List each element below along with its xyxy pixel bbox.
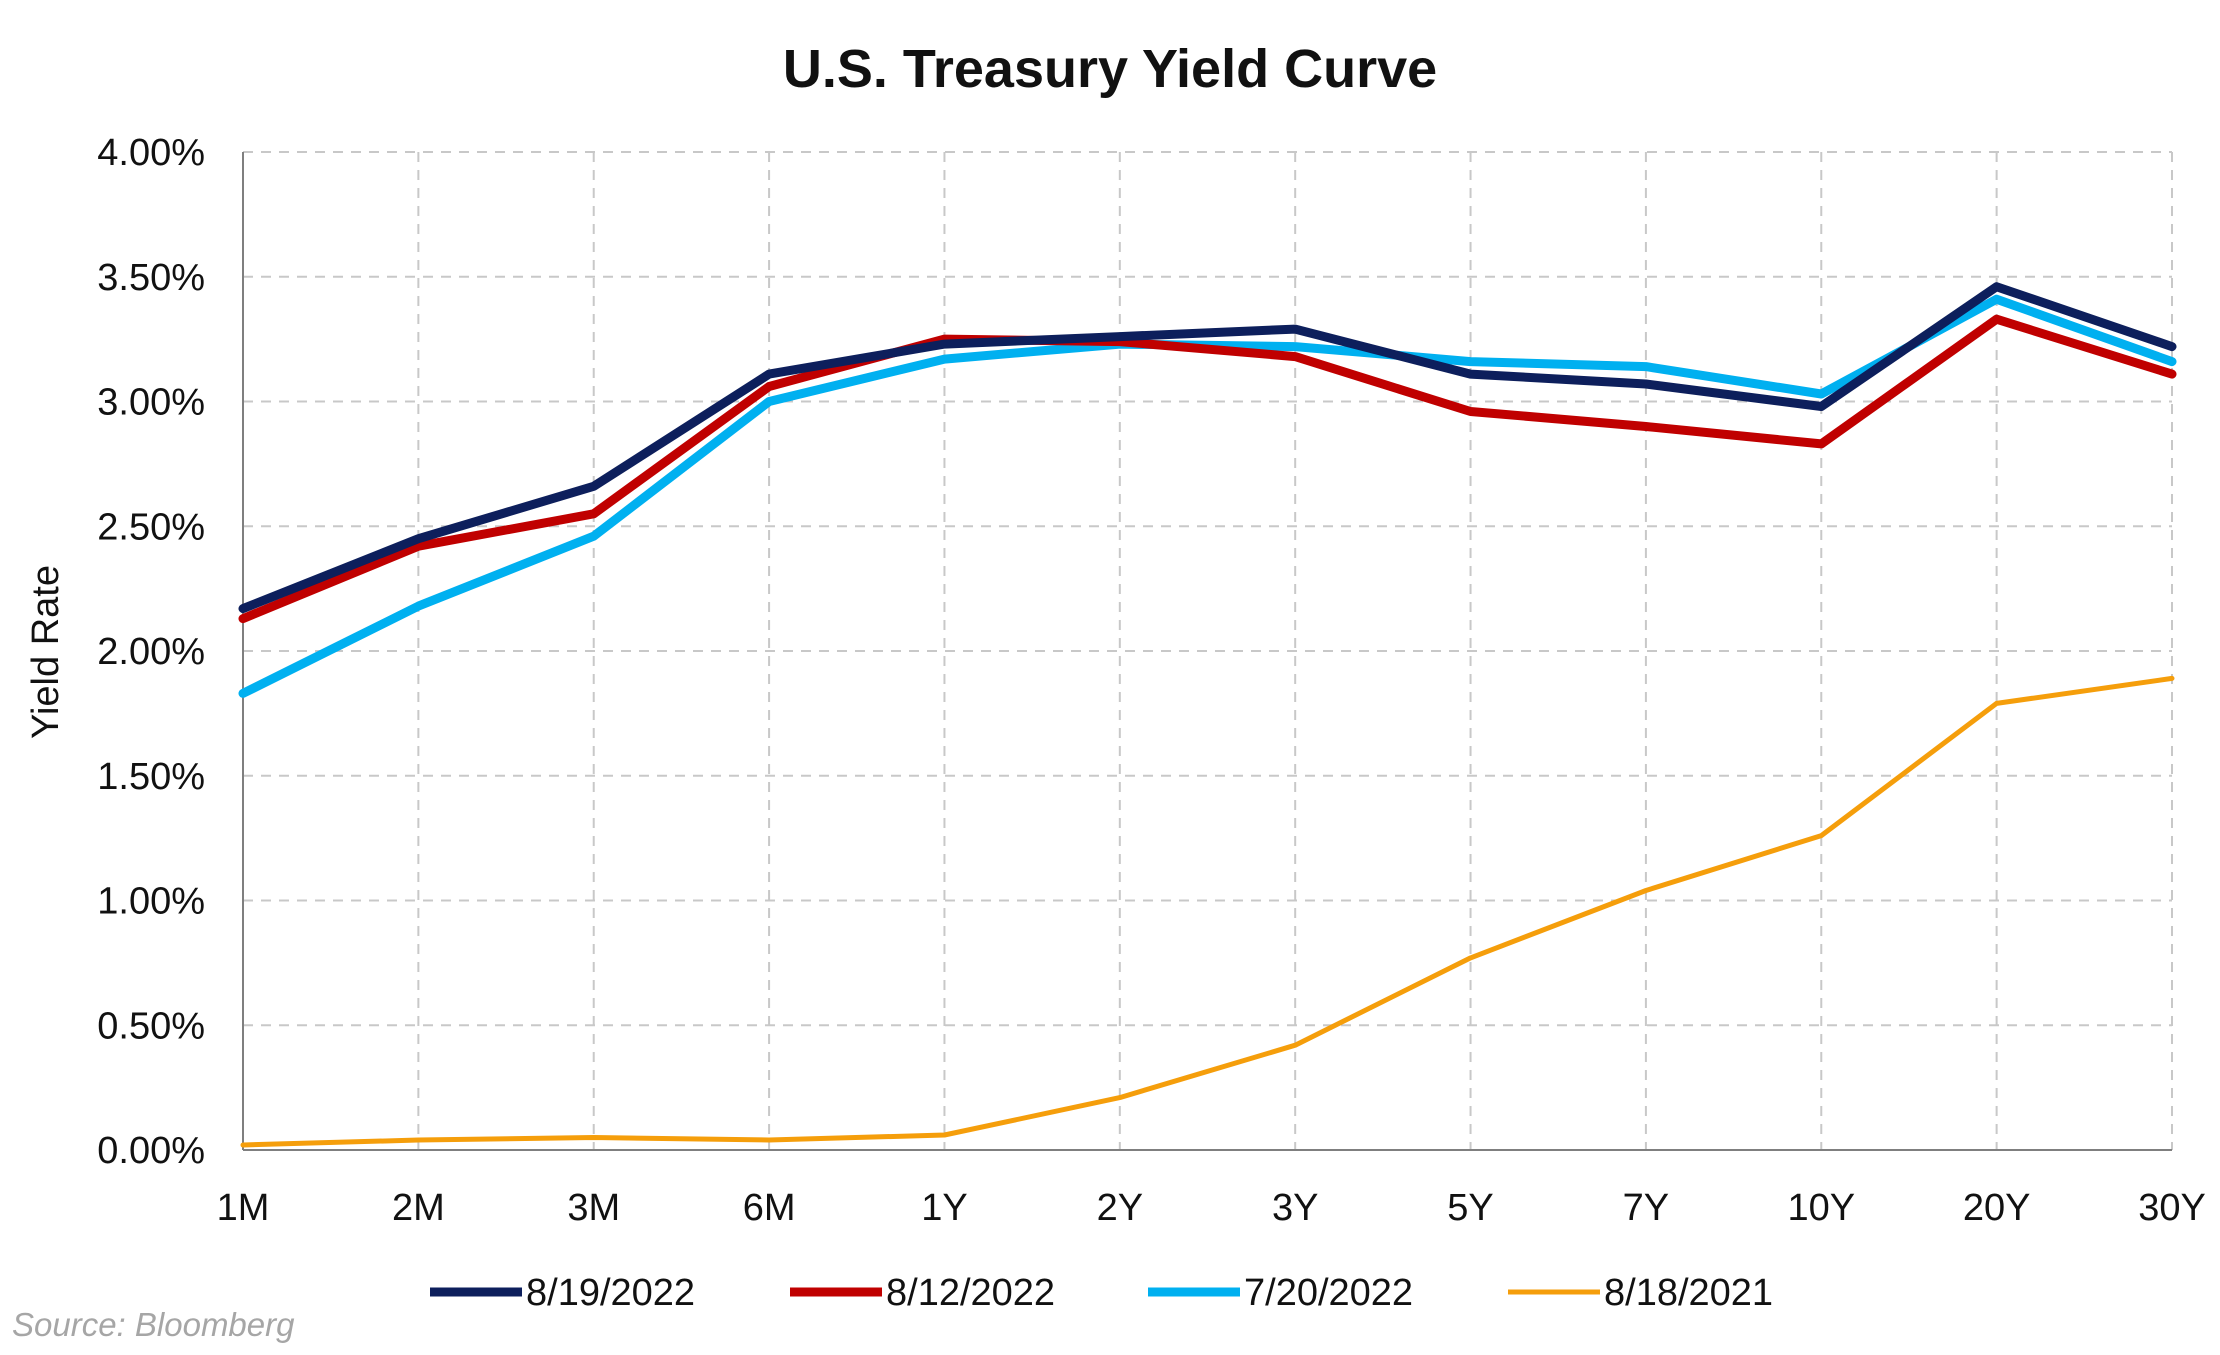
y-tick-label: 1.50% xyxy=(97,756,205,798)
y-tick-label: 1.00% xyxy=(97,881,205,923)
x-tick-label: 1Y xyxy=(921,1187,967,1229)
x-tick-label: 3Y xyxy=(1272,1187,1318,1229)
y-tick-label: 4.00% xyxy=(97,132,205,174)
y-tick-label: 0.50% xyxy=(97,1005,205,1047)
series-line-2 xyxy=(238,314,2177,624)
series-line-4 xyxy=(240,675,2175,1148)
x-tick-label: 20Y xyxy=(1963,1187,2031,1229)
source-note: Source: Bloomberg xyxy=(12,1306,295,1343)
y-tick-label: 3.50% xyxy=(97,257,205,299)
x-tick-label: 1M xyxy=(217,1187,270,1229)
x-tick-label: 3M xyxy=(567,1187,620,1229)
chart-title: U.S. Treasury Yield Curve xyxy=(783,39,1437,99)
series-line-3 xyxy=(238,294,2177,698)
x-tick-label: 6M xyxy=(743,1187,796,1229)
legend-label: 8/19/2022 xyxy=(526,1272,695,1314)
legend-label: 7/20/2022 xyxy=(1244,1272,1413,1314)
legend-label: 8/12/2022 xyxy=(886,1272,1055,1314)
x-tick-label: 30Y xyxy=(2138,1187,2206,1229)
y-tick-label: 2.50% xyxy=(97,506,205,548)
x-tick-label: 7Y xyxy=(1623,1187,1669,1229)
x-tick-label: 2M xyxy=(392,1187,445,1229)
x-tick-labels: 1M 2M 3M 6M 1Y 2Y 3Y 5Y 7Y 10Y 20Y 30Y xyxy=(217,1187,2206,1229)
y-tick-label: 0.00% xyxy=(97,1130,205,1172)
x-tick-label: 2Y xyxy=(1097,1187,1143,1229)
y-axis-title: Yield Rate xyxy=(25,565,67,739)
x-tick-label: 10Y xyxy=(1787,1187,1855,1229)
y-tick-label: 3.00% xyxy=(97,382,205,424)
series-lines xyxy=(238,282,2177,1148)
series-line-1 xyxy=(238,282,2177,614)
x-tick-label: 5Y xyxy=(1447,1187,1493,1229)
y-tick-labels: 0.00% 0.50% 1.00% 1.50% 2.00% 2.50% 3.00% 3.50%… xyxy=(97,132,205,1172)
axes xyxy=(242,152,2172,1151)
grid-lines xyxy=(243,151,2173,1150)
y-tick-label: 2.00% xyxy=(97,631,205,673)
legend-label: 8/18/2021 xyxy=(1604,1272,1773,1314)
legend: 8/19/2022 8/12/2022 7/20/2022 8/18/2021 xyxy=(430,1272,1773,1314)
